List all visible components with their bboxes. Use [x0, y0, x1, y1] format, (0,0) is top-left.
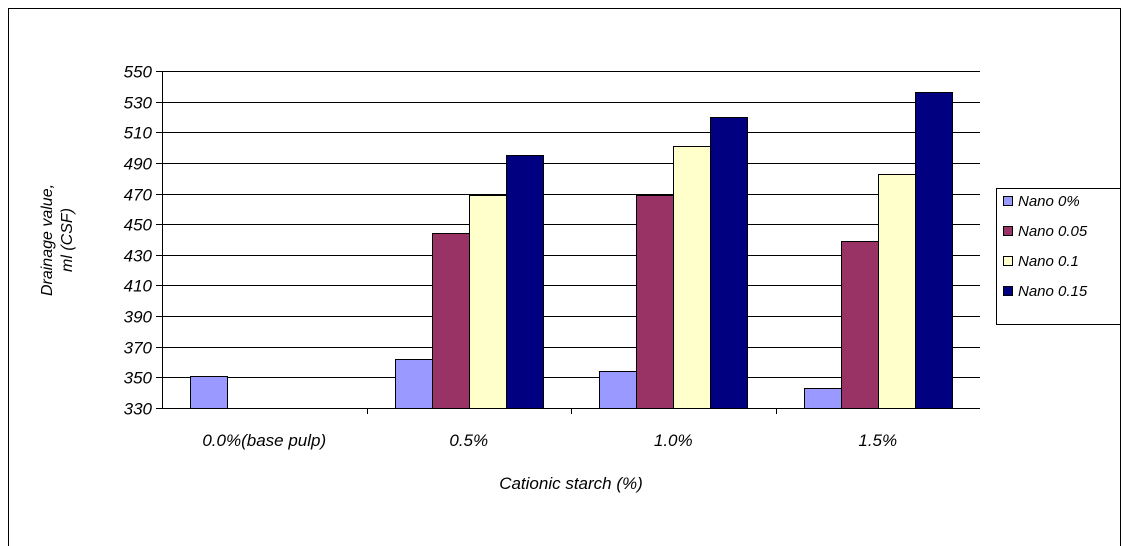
bar — [190, 376, 228, 409]
bar — [506, 155, 544, 409]
legend-label: Nano 0.1 — [1018, 253, 1079, 270]
legend-swatch — [1003, 226, 1013, 236]
legend-label: Nano 0.05 — [1018, 223, 1088, 240]
y-tick-label: 330 — [124, 400, 153, 419]
x-axis-label: Cationic starch (%) — [499, 474, 643, 493]
legend-box — [996, 188, 1121, 325]
bar — [804, 388, 842, 409]
legend-swatch — [1003, 256, 1013, 266]
bar — [878, 174, 916, 409]
y-tick-label: 370 — [124, 339, 153, 358]
y-tick-label: 510 — [124, 124, 153, 143]
y-tick-label: 450 — [124, 216, 153, 235]
legend-swatch — [1003, 196, 1013, 206]
y-tick-label: 430 — [124, 247, 153, 266]
legend-label: Nano 0.15 — [1018, 283, 1088, 300]
y-axis-label-line1: Drainage value, — [39, 184, 56, 296]
x-tick-labels: 0.0%(base pulp) 0.5% 1.0% 1.5% — [202, 431, 897, 450]
legend: Nano 0% Nano 0.05 Nano 0.1 Nano 0.15 — [996, 188, 1121, 325]
x-tick-label: 1.0% — [654, 431, 693, 450]
y-tick-label: 490 — [124, 155, 153, 174]
y-tick-label: 550 — [124, 63, 153, 82]
axes — [156, 71, 980, 414]
bar — [841, 241, 879, 409]
y-tick-labels: 330 350 370 390 410 430 450 470 490 510 530 550 — [124, 63, 153, 419]
bar — [469, 195, 507, 409]
bar — [915, 92, 953, 409]
y-tick-label: 530 — [124, 94, 153, 113]
bar — [432, 233, 470, 409]
bar — [710, 117, 748, 409]
bar — [636, 195, 674, 409]
y-tick-label: 410 — [124, 277, 153, 296]
legend-label: Nano 0% — [1018, 193, 1080, 210]
bar — [395, 359, 433, 409]
bars — [190, 92, 953, 409]
chart-border — [8, 8, 1121, 546]
y-tick-label: 350 — [124, 369, 153, 388]
bar — [673, 146, 711, 409]
y-tick-label: 470 — [124, 186, 153, 205]
x-tick-label: 1.5% — [858, 431, 897, 450]
y-tick-label: 390 — [124, 308, 153, 327]
x-tick-label: 0.5% — [449, 431, 488, 450]
y-axis-label-line2: ml (CSF) — [59, 208, 76, 272]
x-tick-label: 0.0%(base pulp) — [202, 431, 326, 450]
bar — [599, 371, 637, 409]
gridlines — [162, 71, 980, 409]
legend-swatch — [1003, 286, 1013, 296]
